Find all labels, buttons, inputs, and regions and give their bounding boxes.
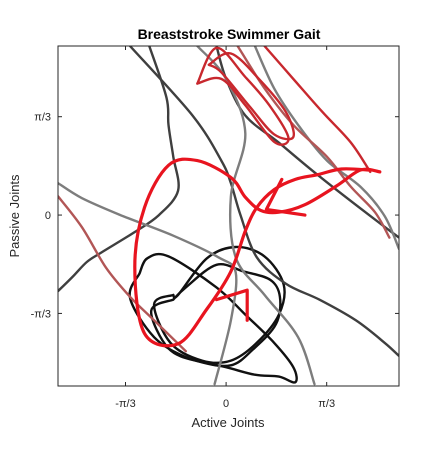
contour-line-12 — [196, 46, 290, 146]
gait-curve-15 — [264, 177, 307, 217]
x-axis-label: Active Joints — [192, 415, 265, 430]
y-tick-label-0: π/3 — [34, 112, 51, 124]
chart-title: Breaststroke Swimmer Gait — [138, 26, 321, 42]
contour-line-13 — [207, 51, 295, 141]
contour-line-3 — [128, 46, 399, 358]
axis-ticks: -π/3 0 π/3 π/3 0 -π/3 — [31, 46, 399, 410]
plot-area — [58, 46, 399, 386]
x-tick-label-0: -π/3 — [115, 398, 135, 410]
contour-line-8 — [58, 181, 238, 386]
gait-curve-16 — [214, 288, 249, 322]
contour-line-9 — [236, 46, 391, 239]
y-axis-label: Passive Joints — [7, 174, 22, 258]
x-tick-label-2: π/3 — [318, 398, 335, 410]
plot-frame — [57, 45, 400, 387]
contour-line-7 — [253, 46, 399, 251]
y-tick-label-1: 0 — [45, 210, 51, 222]
contour-line-11 — [263, 46, 372, 174]
x-tick-label-1: 0 — [223, 398, 229, 410]
y-tick-label-2: -π/3 — [31, 308, 51, 320]
contour-line-10 — [58, 195, 187, 353]
contour-line-4 — [58, 46, 180, 293]
